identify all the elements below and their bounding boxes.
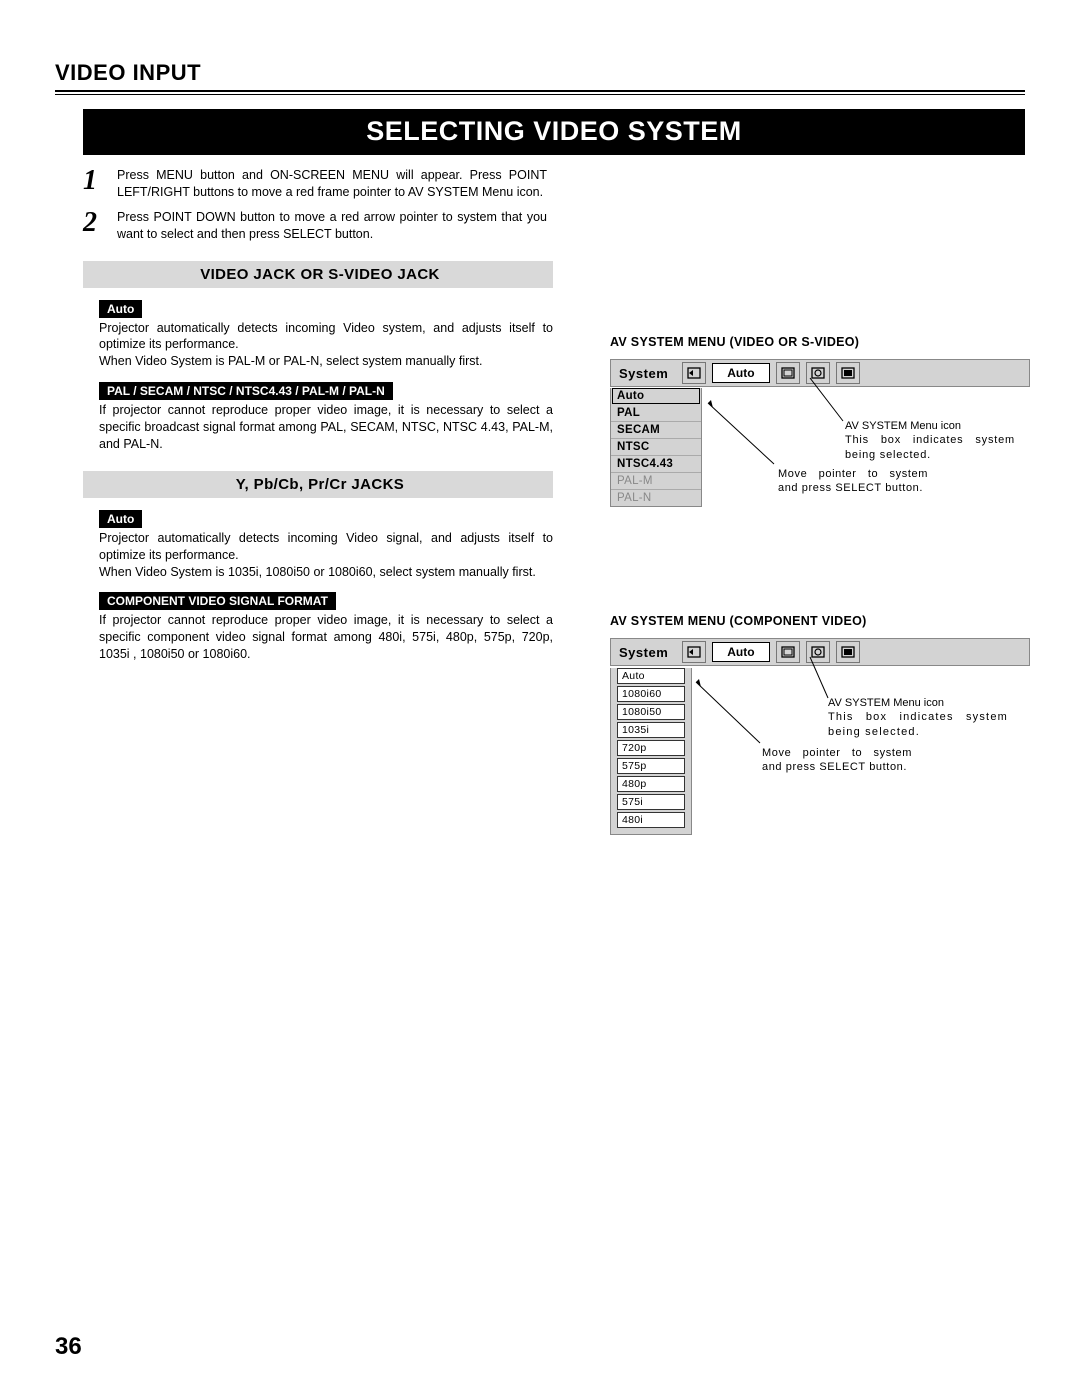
screen-icon	[836, 641, 860, 663]
osd-current-system: Auto	[712, 363, 769, 383]
text: Projector automatically detects incoming…	[99, 531, 553, 562]
dropdown-item[interactable]: 1035i	[617, 722, 685, 738]
text: AV SYSTEM Menu icon	[828, 697, 944, 709]
text: AV SYSTEM Menu icon	[845, 420, 961, 432]
dropdown-item[interactable]: Auto	[612, 388, 700, 404]
dropdown-item[interactable]: PAL	[611, 405, 701, 422]
page-number: 36	[55, 1333, 82, 1361]
osd-heading: AV SYSTEM MENU (COMPONENT VIDEO)	[610, 614, 1040, 628]
label-auto: Auto	[99, 300, 142, 318]
paragraph: Projector automatically detects incoming…	[99, 530, 553, 581]
dropdown-item[interactable]: Auto	[617, 668, 685, 684]
step-text: Press POINT DOWN button to move a red ar…	[117, 209, 547, 243]
step-number: 1	[83, 167, 117, 201]
text: When Video System is PAL-M or PAL-N, sel…	[99, 354, 482, 368]
osd-current-system: Auto	[712, 642, 769, 662]
screen-icon	[836, 362, 860, 384]
adjust-icon	[806, 641, 830, 663]
input-icon	[682, 362, 706, 384]
text: Projector automatically detects incoming…	[99, 321, 553, 352]
paragraph: Projector automatically detects incoming…	[99, 320, 553, 371]
label-auto: Auto	[99, 510, 142, 528]
paragraph: If projector cannot reproduce proper vid…	[99, 612, 553, 663]
section-header: VIDEO INPUT	[55, 60, 1025, 86]
dropdown-item[interactable]: PAL-M	[611, 473, 701, 490]
osd-menu-bar: System Auto	[610, 638, 1030, 666]
step-text: Press MENU button and ON-SCREEN MENU wil…	[117, 167, 547, 201]
dropdown-item[interactable]: 1080i60	[617, 686, 685, 702]
text: This box indicates system being selected…	[845, 434, 1015, 460]
dropdown-item[interactable]: NTSC	[611, 439, 701, 456]
rule	[55, 90, 1025, 95]
osd-component: AV SYSTEM MENU (COMPONENT VIDEO) System …	[610, 614, 1040, 835]
annotation-move: Move pointer to system and press SELECT …	[762, 746, 912, 775]
osd-heading: AV SYSTEM MENU (VIDEO OR S-VIDEO)	[610, 335, 1040, 349]
subsection-band: Y, Pb/Cb, Pr/Cr JACKS	[83, 471, 553, 498]
page-banner: SELECTING VIDEO SYSTEM	[83, 109, 1025, 155]
dropdown-item[interactable]: SECAM	[611, 422, 701, 439]
osd-system-label: System	[619, 366, 668, 381]
dropdown-item[interactable]: 575p	[617, 758, 685, 774]
dropdown-item[interactable]: 480p	[617, 776, 685, 792]
text: This box indicates system being selected…	[828, 711, 1008, 737]
osd-dropdown: AutoPALSECAMNTSCNTSC4.43PAL-MPAL-N	[610, 388, 702, 507]
step-2: 2 Press POINT DOWN button to move a red …	[83, 209, 1025, 243]
adjust-icon	[806, 362, 830, 384]
paragraph: If projector cannot reproduce proper vid…	[99, 402, 553, 453]
label-component: COMPONENT VIDEO SIGNAL FORMAT	[99, 592, 336, 610]
step-number: 2	[83, 209, 117, 243]
dropdown-item[interactable]: 480i	[617, 812, 685, 828]
dropdown-item[interactable]: 1080i50	[617, 704, 685, 720]
osd-system-label: System	[619, 645, 668, 660]
dropdown-item[interactable]: 575i	[617, 794, 685, 810]
dropdown-item[interactable]: 720p	[617, 740, 685, 756]
osd-menu-bar: System Auto	[610, 359, 1030, 387]
annotation-icon: AV SYSTEM Menu icon This box indicates s…	[828, 696, 1008, 739]
dropdown-item[interactable]: PAL-N	[611, 490, 701, 506]
subsection-band: VIDEO JACK OR S-VIDEO JACK	[83, 261, 553, 288]
text: When Video System is 1035i, 1080i50 or 1…	[99, 565, 536, 579]
image-icon	[776, 362, 800, 384]
dropdown-item[interactable]: NTSC4.43	[611, 456, 701, 473]
annotation-icon: AV SYSTEM Menu icon This box indicates s…	[845, 419, 1015, 462]
step-1: 1 Press MENU button and ON-SCREEN MENU w…	[83, 167, 1025, 201]
osd-dropdown: Auto 1080i60 1080i50 1035i 720p 575p 480p 575i 4…	[610, 668, 692, 835]
image-icon	[776, 641, 800, 663]
label-formats: PAL / SECAM / NTSC / NTSC4.43 / PAL-M / …	[99, 382, 393, 400]
osd-video-svideo: AV SYSTEM MENU (VIDEO OR S-VIDEO) System…	[610, 335, 1040, 507]
input-icon	[682, 641, 706, 663]
annotation-move: Move pointer to system and press SELECT …	[778, 467, 928, 496]
